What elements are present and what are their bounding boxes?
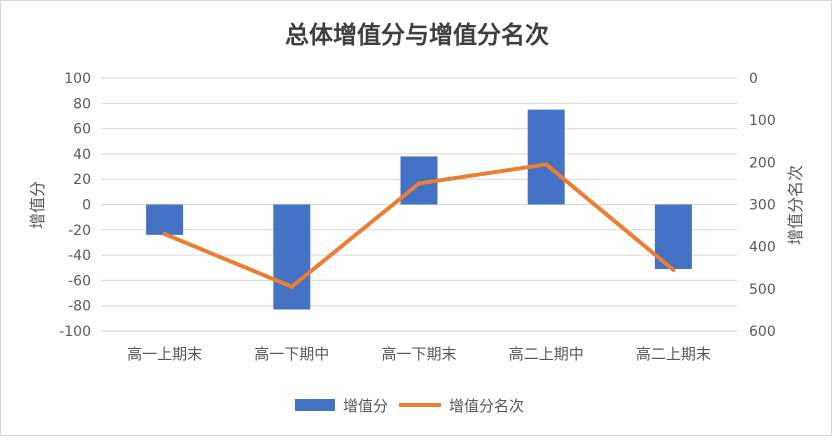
category-label: 高二上期中 [509,345,584,363]
left-axis-title: 增值分 [28,181,47,229]
rank-point [417,181,421,186]
left-axis-ticks: -100 -80 -60 -40 -20 0 20 40 60 80 100 [59,71,91,340]
category-label: 高一下期中 [254,345,329,363]
left-axis-tick-label: 100 [64,71,91,87]
right-axis-tick-label: 300 [749,198,776,214]
legend-swatch-bar [295,399,335,411]
right-axis-title: 增值分名次 [786,165,805,245]
left-axis-tick-label: -20 [68,223,91,239]
category-axis-labels: 高一上期末 高一下期中 高一下期末 高二上期中 高二上期末 [127,345,711,363]
left-axis-tick-label: -80 [68,299,91,315]
right-axis-ticks: 0 100 200 300 400 500 600 [749,71,776,340]
category-label: 高二上期末 [636,345,711,363]
right-axis-tick-label: 600 [749,324,776,340]
rank-point [289,284,294,289]
left-axis-tick-label: -40 [68,248,91,264]
left-axis-tick-label: 0 [82,198,91,214]
left-axis-tick-label: 40 [73,147,91,163]
bar [146,204,184,235]
left-axis-tick-label: 20 [73,172,91,188]
line-series [162,162,676,289]
bar [527,109,565,205]
left-axis-tick-label: -60 [68,273,91,289]
bar-series [146,109,692,310]
category-label: 高一下期末 [381,345,456,363]
legend-label-line: 增值分名次 [449,397,524,415]
category-label: 高一上期末 [127,345,202,363]
right-axis-tick-label: 100 [749,113,776,129]
bar [273,204,311,310]
right-axis-tick-label: 0 [749,71,758,87]
rank-point [544,162,549,167]
right-axis-tick-label: 200 [749,155,776,171]
legend-label-bar: 增值分 [343,397,388,415]
right-axis-tick-label: 400 [749,240,776,256]
left-axis-tick-label: 60 [73,122,91,138]
chart-title: 总体增值分与增值分名次 [285,21,549,49]
rank-point [162,232,167,237]
left-axis-tick-label: -100 [59,324,91,340]
legend: 增值分 增值分名次 [295,397,524,415]
rank-point [671,267,676,272]
right-axis-tick-label: 500 [749,282,776,298]
left-axis-tick-label: 80 [73,96,91,112]
